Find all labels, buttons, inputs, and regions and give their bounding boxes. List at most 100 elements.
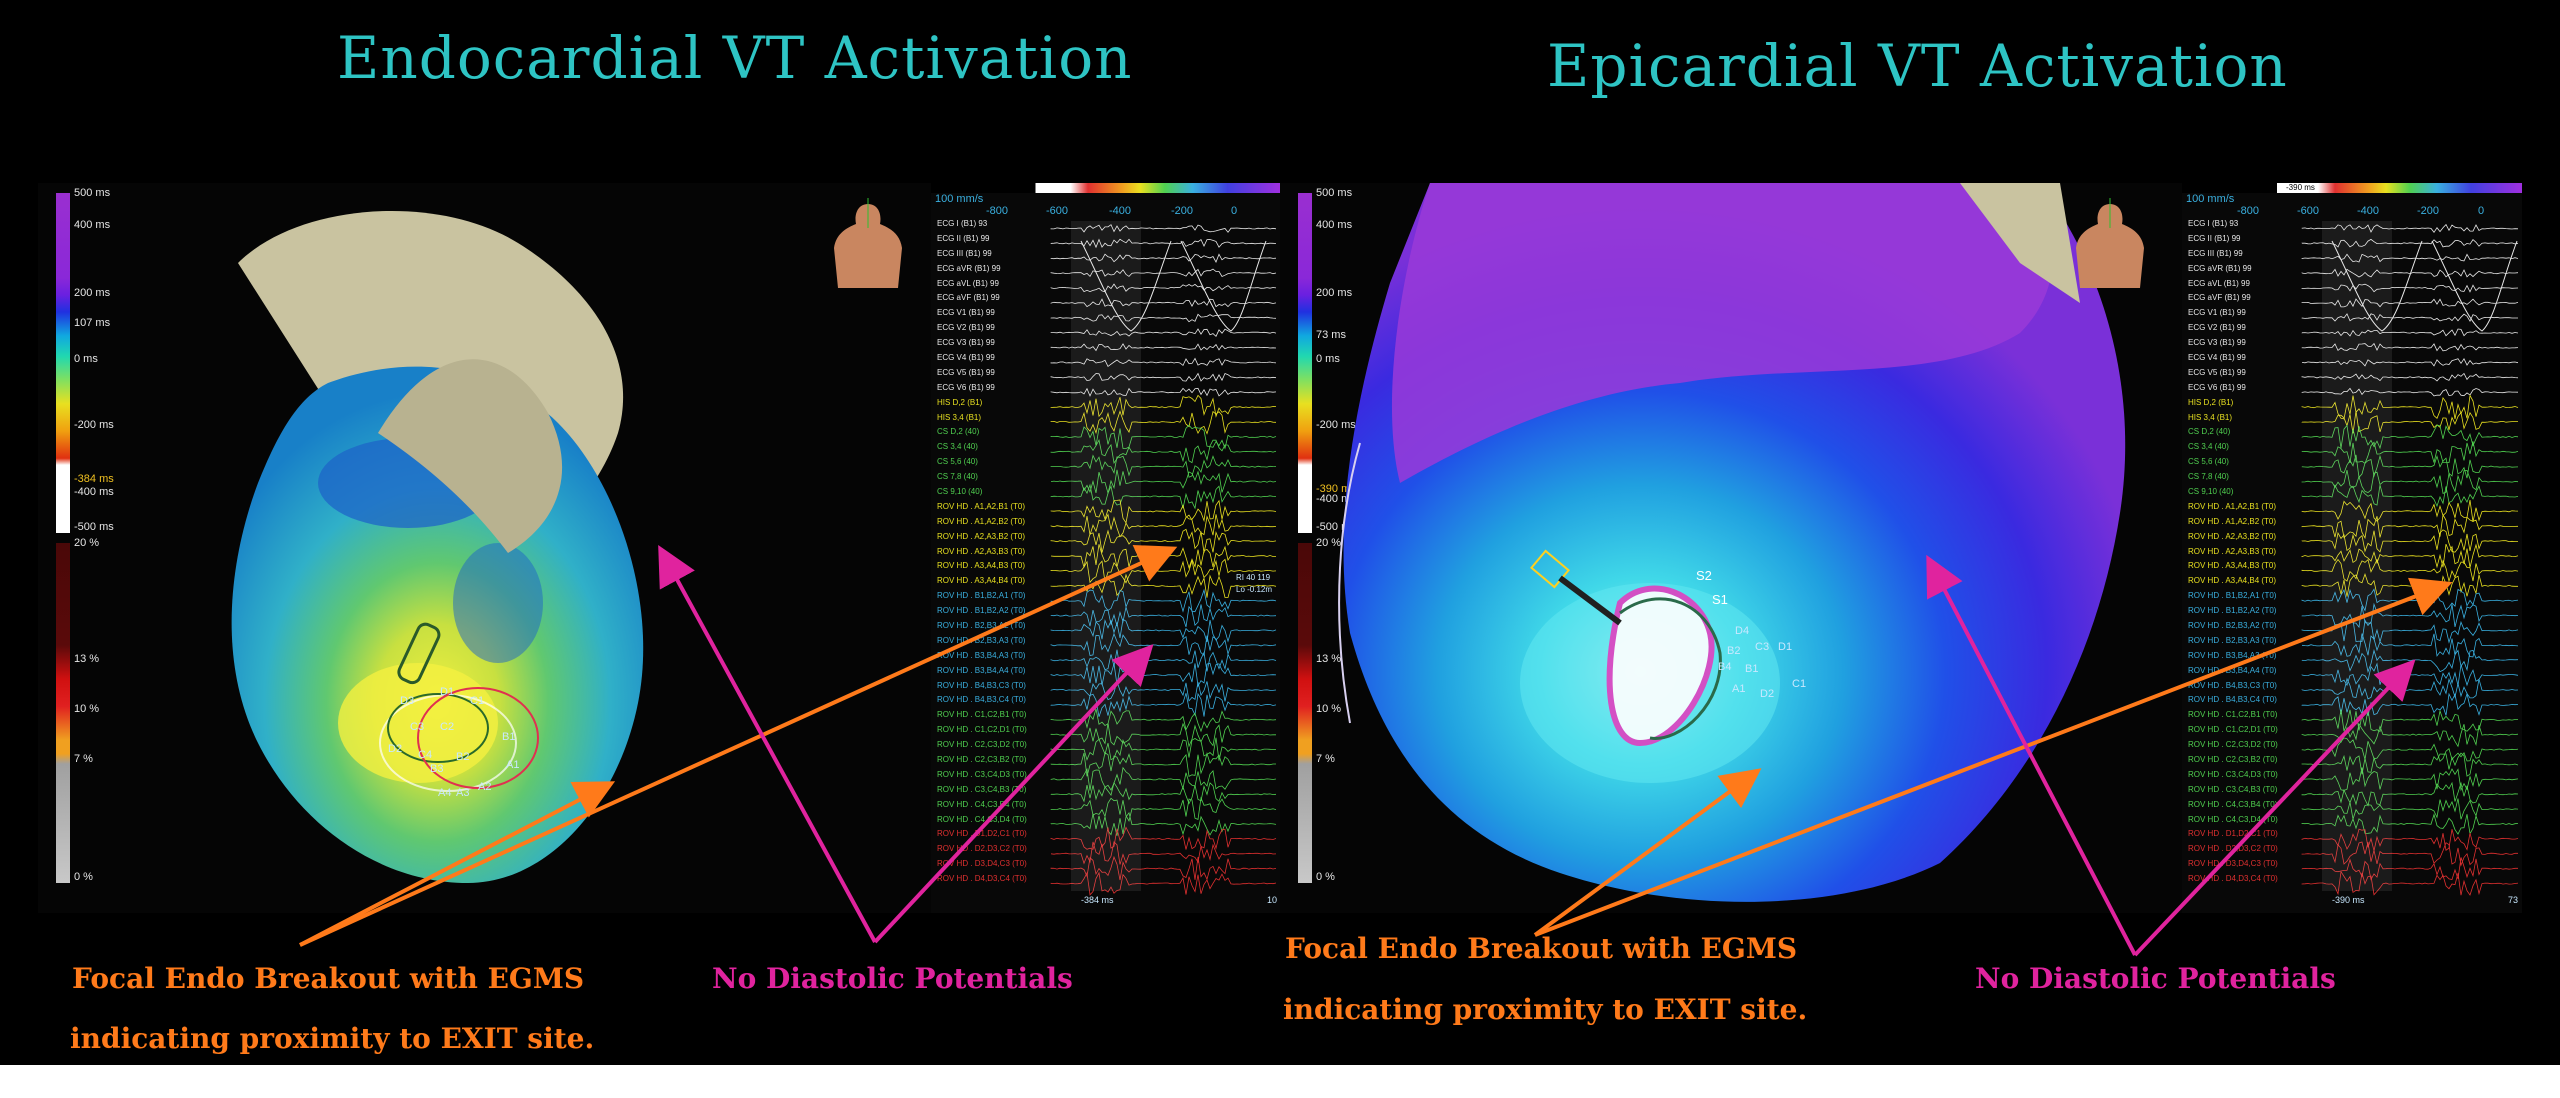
rv-outflow-shell: [1960, 183, 2080, 303]
egm-channel-label: ECG V5 (B1) 99: [937, 367, 995, 377]
egm-trace: [1050, 528, 1277, 553]
egm-trace: [1050, 499, 1277, 524]
egm-trace: [1050, 238, 1277, 249]
egm-trace: [2301, 529, 2518, 553]
egm-channel-label: CS D,2 (40): [937, 427, 980, 437]
egm-channel-label: ROV HD . C1,C2,B1 (T0): [937, 710, 1027, 720]
egm-channel-label: CS 7,8 (40): [937, 472, 978, 482]
epi-edge: [1338, 442, 1361, 724]
egm-channel-label: ROV HD . B3,B4,A3 (T0): [2188, 650, 2277, 660]
egm-channel-label: ECG aVF (B1) 99: [2188, 293, 2251, 303]
egm-channel-label: ROV HD . D1,D2,C1 (T0): [2188, 829, 2278, 839]
egm-channel-label: ROV HD . B4,B3,C3 (T0): [2188, 680, 2277, 690]
egm-trace: [1050, 394, 1277, 418]
egm-waveforms: [2301, 221, 2519, 896]
egm-channel-label: ECG III (B1) 99: [2188, 248, 2243, 258]
electrode-label: C3: [1755, 641, 1770, 653]
caption-no-diastolic: No Diastolic Potentials: [1975, 962, 2336, 995]
egm-trace: [2301, 709, 2519, 733]
title-endocardial: Endocardial VT Activation: [337, 24, 1133, 92]
egm-channel-label: ECG V1 (B1) 99: [2188, 308, 2246, 318]
egm-trace: [2301, 543, 2519, 569]
egm-trace: [1050, 618, 1277, 643]
egm-channel-label: ECG aVF (B1) 99: [937, 293, 1000, 303]
egm-trace: [1050, 343, 1277, 352]
egm-channel-label: ROV HD . A1,A2,B2 (T0): [937, 516, 1026, 526]
time-tick: 200 ms: [1316, 287, 1353, 299]
pct-tick: 13 %: [1316, 653, 1342, 665]
egm-bottom-value: 10: [1267, 895, 1278, 905]
egm-channel-label: ECG II (B1) 99: [2188, 233, 2241, 243]
egm-channel-label: ROV HD . C2,C3,B2 (T0): [2188, 755, 2278, 764]
egm-channel-label: ROV HD . A3,A4,B3 (T0): [2188, 561, 2277, 571]
egm-channel-label: ROV HD . C3,C4,B3 (T0): [2188, 784, 2278, 794]
egm-trace: [1050, 737, 1277, 761]
egm-trace: [2301, 424, 2519, 450]
egm-channel-label: ECG V1 (B1) 99: [937, 308, 995, 318]
catheter-grid: [1619, 597, 1722, 740]
egm-time-tick: -800: [986, 205, 1009, 217]
pct-tick: 10 %: [1316, 703, 1342, 715]
arrow-no-diastolic-egm: [873, 644, 1154, 944]
pct-tick: 7 %: [74, 753, 93, 765]
electrode-label: B1: [1745, 663, 1759, 675]
egm-channel-label: ROV HD . B1,B2,A2 (T0): [2188, 606, 2277, 616]
egm-trace: [1050, 632, 1277, 657]
egm-trace: [2301, 441, 2519, 465]
egm-channel-label: ROV HD . D3,D4,C3 (T0): [2188, 859, 2278, 869]
egm-trace: [2301, 298, 2519, 308]
electrode-label: B2: [1727, 645, 1741, 657]
egm-trace: [2301, 484, 2519, 508]
egm-channel-label: CS 9,10 (40): [937, 487, 983, 496]
electrode-label: D1: [440, 686, 455, 698]
egm-channel-label: ROV HD . A3,A4,B3 (T0): [937, 561, 1026, 571]
egm-window-shade: [1071, 221, 1141, 891]
egm-channel-label: ROV HD . B1,B2,A1 (T0): [2188, 591, 2277, 601]
figure-canvas: Endocardial VT Activation Epicardial VT …: [0, 0, 2560, 1065]
pct-tick: 0 %: [74, 871, 93, 883]
egm-channel-label: ECG V5 (B1) 99: [2188, 367, 2246, 377]
egm-trace: [1050, 253, 1277, 263]
egm-channel-label: ROV HD . C4,C3,D4 (T0): [937, 814, 1027, 824]
egm-time-tick: 0: [1231, 205, 1238, 217]
egm-trace: [1050, 662, 1277, 688]
egm-channel-label: ROV HD . A2,A3,B2 (T0): [2188, 531, 2277, 541]
pct-tick: 10 %: [74, 703, 100, 715]
egm-channel-label: ROV HD . A1,A2,B2 (T0): [2188, 516, 2277, 526]
egm-trace: [2301, 500, 2519, 522]
percent-color-scale: [56, 543, 70, 883]
egm-trace: [2301, 752, 2519, 777]
late-activation-purple: [1391, 183, 2054, 483]
title-epicardial: Epicardial VT Activation: [1547, 32, 2288, 100]
egm-trace: [1050, 298, 1277, 308]
egm-channel-label: ROV HD . D2,D3,C2 (T0): [2188, 844, 2278, 854]
egm-channel-label: ROV HD . C4,C3,B4 (T0): [937, 799, 1027, 809]
egm-trace: [2301, 558, 2519, 583]
egm-trace: [2301, 841, 2518, 867]
egm-side-value: RI 40 119: [1236, 573, 1271, 582]
egm-channel-label: ECG V3 (B1) 99: [2188, 338, 2246, 348]
egm-trace: [1050, 283, 1277, 293]
electrode-label: A3: [456, 787, 470, 799]
egm-channel-label: ROV HD . C2,C3,D2 (T0): [937, 740, 1027, 750]
egm-channel-label: ROV HD . C3,C4,B3 (T0): [937, 784, 1027, 794]
egm-trace: [1050, 871, 1277, 896]
early-activation-zone: [338, 663, 498, 783]
egm-time-tick: -200: [1171, 205, 1194, 217]
pct-tick: 0 %: [1316, 871, 1335, 883]
caption-no-diastolic: No Diastolic Potentials: [712, 962, 1073, 995]
egm-trace: [1050, 811, 1277, 836]
egm-trace: [2301, 328, 2519, 337]
egm-channel-label: ROV HD . A2,A3,B3 (T0): [2188, 546, 2277, 556]
egm-trace: [2301, 619, 2519, 644]
egm-trace: [2301, 813, 2519, 835]
arrow-focal-to-map: [1533, 768, 1762, 937]
egm-channel-label: ROV HD . B3,B4,A3 (T0): [937, 650, 1026, 660]
egm-channel-label: HIS 3,4 (B1): [937, 412, 982, 422]
egm-channel-label: HIS 3,4 (B1): [2188, 412, 2233, 422]
egm-trace: [2301, 268, 2519, 278]
egm-trace: [2301, 857, 2518, 881]
egm-channel-label: ROV HD . A1,A2,B1 (T0): [2188, 501, 2277, 511]
egm-trace: [2301, 870, 2519, 896]
catheter-shaft: [1558, 575, 1622, 626]
